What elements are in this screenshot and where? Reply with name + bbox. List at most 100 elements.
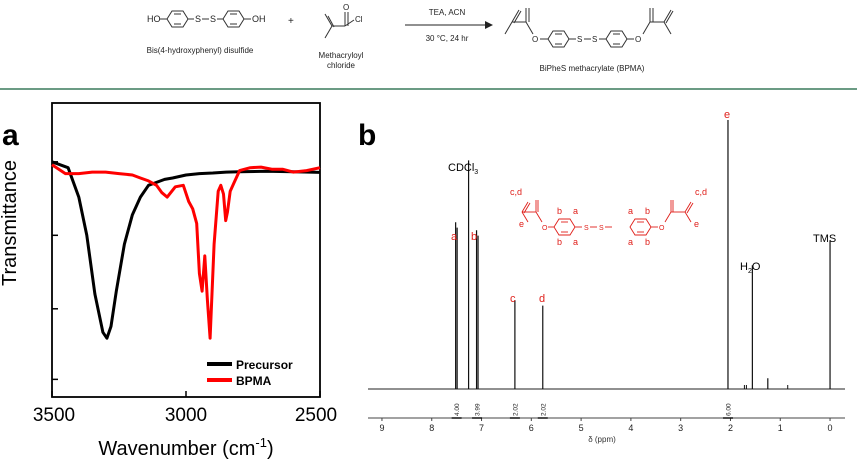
inset-label-cd-left: c,d — [510, 187, 522, 197]
ir-x-ticks: 3500 3000 2500 — [33, 391, 337, 426]
inset-s1: S — [584, 225, 589, 232]
bond — [511, 9, 520, 23]
annotation-cdcl3-main: CDCl — [448, 162, 474, 174]
reactant1-oh: OH — [252, 14, 266, 24]
bond — [504, 21, 513, 35]
bond — [642, 21, 651, 35]
ir-x-axis-label: Wavenumber (cm-1) — [98, 435, 273, 460]
nmr-x-tick-label: 9 — [379, 423, 384, 433]
nmr-x-axis-label: δ (ppm) — [588, 435, 616, 444]
peak-label-a: a — [451, 231, 458, 243]
ir-chart: 3500 3000 2500 Transmittance Wavenumber (c… — [0, 102, 337, 460]
bond — [663, 21, 672, 35]
product-s1: S — [577, 35, 582, 44]
bond — [521, 211, 529, 223]
bond — [535, 211, 543, 223]
conditions-top: TEA, ACN — [429, 8, 466, 17]
ir-y-ticks — [52, 161, 58, 381]
inset-label-ring-left-a-bottom: a — [573, 237, 578, 247]
bpma-structure-inset: O S S O — [521, 200, 694, 236]
inset-label-ring-left-b-top: b — [557, 206, 562, 216]
bond — [523, 202, 531, 214]
annotation-water: H2O — [740, 261, 761, 275]
annotation-water-o: O — [752, 261, 761, 273]
peak-label-b: b — [471, 231, 477, 243]
inset-s2: S — [599, 225, 604, 232]
ir-x-axis-label-close: ) — [267, 438, 274, 460]
nmr-x-ticks: 9 8 7 6 5 4 3 2 1 0 — [379, 418, 833, 433]
nmr-peaks — [455, 120, 831, 389]
inset-label-ring-left-b-bottom: b — [557, 237, 562, 247]
nmr-integral-value: 4.00 — [454, 403, 461, 416]
arrow-head-icon — [485, 21, 493, 29]
panel-label-b: b — [358, 119, 376, 152]
peak-label-e: e — [724, 109, 730, 121]
inset-o-right: O — [659, 225, 665, 232]
annotation-tms: TMS — [813, 233, 836, 245]
reactant2-label-line1: Methacryloyl — [319, 51, 364, 60]
product-label: BiPheS methacrylate (BPMA) — [540, 64, 645, 73]
inset-ring-left — [553, 218, 576, 236]
nmr-integral-value: 3.99 — [475, 403, 482, 416]
annotation-cdcl3: CDCl3 — [448, 162, 478, 176]
legend-label-bpma: BPMA — [236, 374, 272, 388]
bond — [663, 9, 672, 23]
series-line-precursor — [51, 160, 321, 340]
nmr-x-tick-label: 7 — [479, 423, 484, 433]
ir-x-tick-label: 2500 — [295, 405, 337, 426]
bond — [665, 10, 674, 24]
peak-label-d: d — [539, 293, 545, 305]
bond — [324, 13, 333, 27]
nmr-x-tick-label: 5 — [579, 423, 584, 433]
inset-label-e-left: e — [519, 219, 524, 229]
ir-y-axis-label: Transmittance — [0, 160, 21, 286]
ir-x-axis-label-sup: -1 — [255, 435, 267, 450]
bond — [513, 10, 522, 24]
ir-legend: Precursor BPMA — [207, 358, 293, 388]
bond — [327, 15, 335, 28]
bond — [664, 211, 672, 223]
inset-ring-right — [629, 218, 652, 236]
inset-label-ring-right-b-top: b — [645, 206, 650, 216]
reactant2-label-line2: chloride — [327, 61, 356, 70]
reactant1-s1: S — [195, 14, 201, 24]
bond — [684, 211, 692, 223]
panel-label-a: a — [2, 119, 19, 152]
ir-x-tick-label: 3000 — [165, 405, 207, 426]
nmr-x-tick-label: 6 — [529, 423, 534, 433]
inset-label-ring-left-a-top: a — [573, 206, 578, 216]
reactant1-ho: HO — [147, 14, 161, 24]
nmr-x-tick-label: 2 — [728, 423, 733, 433]
inset-label-ring-right-b-bottom: b — [645, 237, 650, 247]
series-line-bpma — [51, 163, 321, 340]
reactant1-label: Bis(4-hydroxyphenyl) disulfide — [147, 46, 254, 55]
benzene-ring — [605, 30, 628, 48]
nmr-x-tick-label: 0 — [828, 423, 833, 433]
ir-x-axis-label-main: Wavenumber (cm — [98, 438, 255, 460]
annotation-water-sub: 2 — [748, 268, 752, 275]
reactant1-s2: S — [210, 14, 216, 24]
bond — [684, 201, 692, 213]
nmr-x-tick-label: 4 — [628, 423, 633, 433]
conditions-bottom: 30 °C, 24 hr — [426, 34, 469, 43]
benzene-ring — [166, 10, 189, 28]
ir-series-group — [51, 160, 321, 340]
ir-plot-frame — [51, 102, 321, 398]
inset-label-ring-right-a-bottom: a — [628, 237, 633, 247]
bond — [521, 201, 529, 213]
ir-x-tick-label: 3500 — [33, 405, 75, 426]
bond — [686, 202, 694, 214]
plus-sign: + — [288, 16, 294, 27]
nmr-x-tick-label: 1 — [778, 423, 783, 433]
bond — [525, 21, 534, 35]
nmr-integral-value: 2.02 — [512, 403, 519, 416]
benzene-ring — [222, 10, 245, 28]
inset-label-cd-right: c,d — [695, 187, 707, 197]
peak-label-c: c — [510, 293, 516, 305]
nmr-integral-value: 6.00 — [725, 403, 732, 416]
ester-o-left: O — [532, 35, 538, 44]
benzene-ring — [547, 30, 570, 48]
inset-label-e-right: e — [694, 219, 699, 229]
